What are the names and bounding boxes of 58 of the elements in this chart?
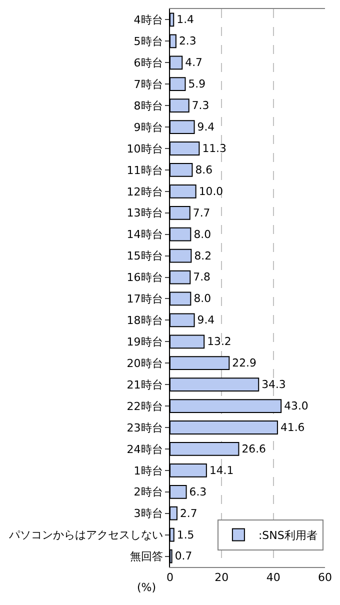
data-label: 9.4	[197, 314, 215, 327]
y-tick-label: 7時台	[134, 78, 163, 91]
data-label: 8.0	[194, 228, 212, 241]
y-tick-label: 18時台	[126, 314, 163, 328]
data-label: 22.9	[232, 356, 256, 370]
data-label: 43.0	[284, 400, 308, 413]
data-label: 1.5	[176, 528, 194, 542]
x-tick-label: 20	[214, 571, 229, 584]
data-label: 8.0	[194, 292, 212, 306]
data-label: 41.6	[280, 420, 305, 434]
data-label: 6.3	[189, 485, 207, 498]
data-label: 26.6	[242, 442, 266, 456]
y-tick-label: 12時台	[126, 185, 163, 198]
x-tick-label: 0	[166, 571, 174, 584]
y-tick-label: 2時台	[134, 486, 163, 499]
y-tick-label: 4時台	[134, 14, 163, 27]
y-tick-label: 10時台	[126, 142, 163, 156]
y-tick-label: 15時台	[126, 250, 163, 263]
legend-label: :SNS利用者	[258, 529, 318, 542]
y-tick-label: 5時台	[134, 35, 163, 48]
x-axis-title: (%)	[137, 581, 156, 594]
y-tick-label: 無回答	[130, 550, 163, 564]
x-tick-label: 60	[318, 571, 332, 584]
data-label: 7.7	[192, 206, 210, 220]
y-tick-label: パソコンからはアクセスしない	[8, 528, 163, 542]
data-label: 34.3	[262, 378, 286, 392]
data-label: 7.8	[193, 270, 211, 284]
y-tick-label: 17時台	[126, 292, 163, 306]
y-tick-label: 11時台	[126, 164, 163, 177]
y-tick-label: 24時台	[126, 442, 163, 456]
data-label: 2.7	[180, 506, 198, 520]
data-label: 8.2	[194, 249, 212, 262]
data-label: 14.1	[209, 464, 234, 477]
y-tick-label: 21時台	[126, 378, 163, 392]
y-tick-label: 20時台	[126, 356, 163, 370]
y-tick-label: 16時台	[126, 271, 163, 284]
y-tick-label: 3時台	[134, 507, 163, 520]
x-tick-label: 40	[266, 571, 280, 584]
data-label: 4.7	[185, 56, 202, 70]
y-tick-label: 13時台	[126, 206, 163, 220]
data-label: 8.6	[195, 163, 213, 176]
data-label: 2.3	[178, 34, 196, 48]
y-tick-label: 6時台	[134, 56, 163, 70]
data-label: 11.3	[202, 142, 227, 155]
data-label: 10.0	[198, 184, 224, 198]
y-tick-label: 9時台	[134, 120, 163, 134]
data-label: 13.2	[207, 335, 232, 348]
y-tick-label: 14時台	[126, 228, 163, 242]
y-tick-label: 1時台	[134, 464, 163, 478]
data-label: 9.4	[197, 120, 215, 134]
y-tick-label: 22時台	[126, 400, 163, 413]
data-label: 5.9	[188, 78, 206, 91]
data-label: 7.3	[192, 99, 210, 112]
y-tick-label: 8時台	[134, 99, 163, 112]
data-label: 0.7	[174, 550, 192, 563]
y-tick-label: 23時台	[126, 421, 163, 434]
y-tick-label: 19時台	[126, 336, 163, 348]
data-label: 1.4	[176, 13, 194, 26]
